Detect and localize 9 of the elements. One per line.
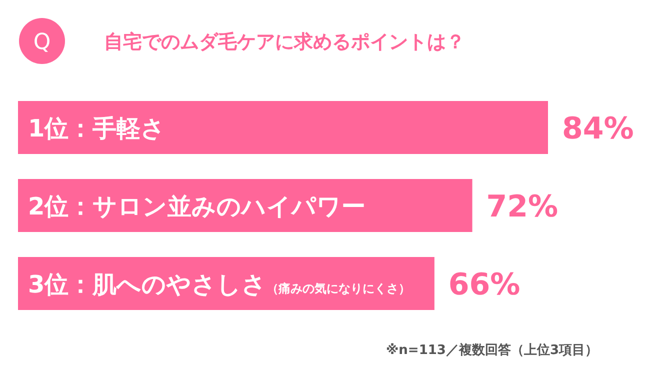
y-tick-label: 2位：サロン並みのハイパワー (28, 192, 366, 220)
data-label: 84% (562, 112, 634, 146)
data-label: 66% (448, 268, 520, 302)
y-tick-label: 3位：肌へのやさしさ（痛みの気になりにくさ） (28, 270, 411, 298)
text: ※n=113／複数回答（上位3項目） (386, 342, 598, 358)
text: Q (33, 30, 51, 55)
chart-title: 自宅でのムダ毛ケアに求めるポイントは？ (104, 31, 465, 53)
data-label: 72% (486, 190, 558, 224)
y-tick-label: 1位：手軽さ (28, 114, 166, 142)
